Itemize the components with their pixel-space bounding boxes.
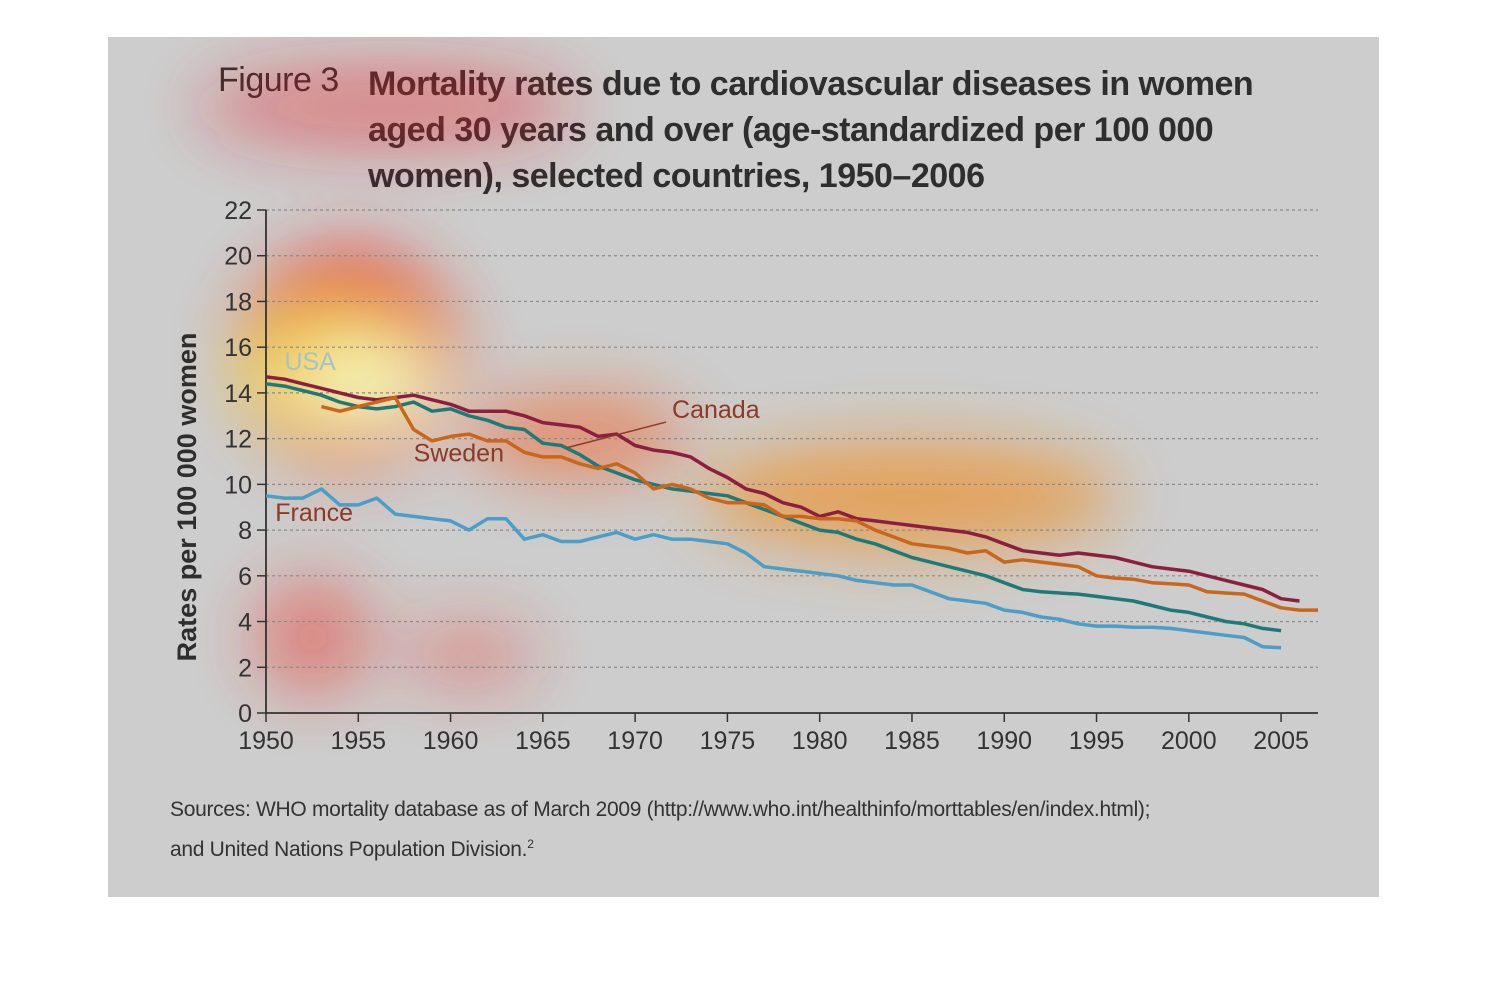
x-tick-label-1975: 1975 (700, 727, 756, 755)
leader-line-canada (566, 421, 667, 449)
figure-panel: Figure 3 Mortality rates due to cardiova… (108, 37, 1379, 897)
y-tick-label-12: 12 (224, 426, 252, 454)
sources-line-2-wrap: and United Nations Population Division.2 (170, 827, 1270, 867)
y-tick-label-10: 10 (224, 471, 252, 499)
series-line-france (265, 487, 1282, 650)
series-lines (265, 375, 1318, 650)
y-tick-label-4: 4 (238, 609, 252, 637)
y-tick-label-18: 18 (224, 288, 252, 316)
sources-reference: 2 (527, 837, 534, 851)
x-tick-label-1955: 1955 (330, 727, 386, 755)
y-tick-label-8: 8 (238, 517, 252, 545)
y-tick-label-0: 0 (238, 700, 252, 728)
line-chart: 0 2 4 6 8 10 12 14 16 18 20 22 1950 1955 1960 1965 1970 1… (172, 62, 1318, 755)
x-tick-label-1990: 1990 (976, 727, 1032, 755)
series-line-canada (265, 375, 1300, 603)
series-label-usa: USA (284, 348, 336, 376)
x-tick-label-1995: 1995 (1069, 727, 1125, 755)
series-line-sweden (320, 395, 1318, 612)
sources-note: Sources: WHO mortality database as of Ma… (170, 793, 1270, 867)
series-label-france: France (275, 499, 353, 527)
y-tick-label-6: 6 (238, 563, 252, 591)
sources-line-1: Sources: WHO mortality database as of Ma… (170, 798, 1151, 821)
y-tick-label-2: 2 (238, 654, 252, 682)
x-tick-label-1960: 1960 (423, 727, 479, 755)
x-tick-label-1950: 1950 (238, 727, 294, 755)
y-tick-label-22: 22 (224, 197, 252, 225)
y-axis-label: Rates per 100 000 women (172, 333, 202, 662)
y-tick-label-14: 14 (224, 380, 252, 408)
y-tick-label-20: 20 (224, 243, 252, 271)
x-tick-label-1970: 1970 (607, 727, 663, 755)
series-label-canada: Canada (672, 396, 760, 424)
sources-line-2: and United Nations Population Division. (170, 838, 528, 861)
series-line-usa (265, 382, 1282, 633)
series-label-sweden: Sweden (414, 440, 504, 468)
x-tick-label-1985: 1985 (884, 727, 940, 755)
x-tick-label-2000: 2000 (1161, 727, 1217, 755)
series-labels: USA Canada Sweden France (275, 348, 759, 527)
axes: 0 2 4 6 8 10 12 14 16 18 20 22 1950 1955 1960 1965 1970 1… (224, 197, 1318, 755)
x-tick-label-2005: 2005 (1253, 727, 1309, 755)
y-tick-label-16: 16 (224, 334, 252, 362)
x-tick-label-1965: 1965 (515, 727, 571, 755)
x-tick-label-1980: 1980 (792, 727, 848, 755)
